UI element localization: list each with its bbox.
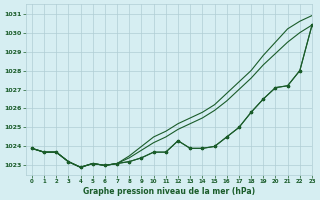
X-axis label: Graphe pression niveau de la mer (hPa): Graphe pression niveau de la mer (hPa) [83, 187, 255, 196]
